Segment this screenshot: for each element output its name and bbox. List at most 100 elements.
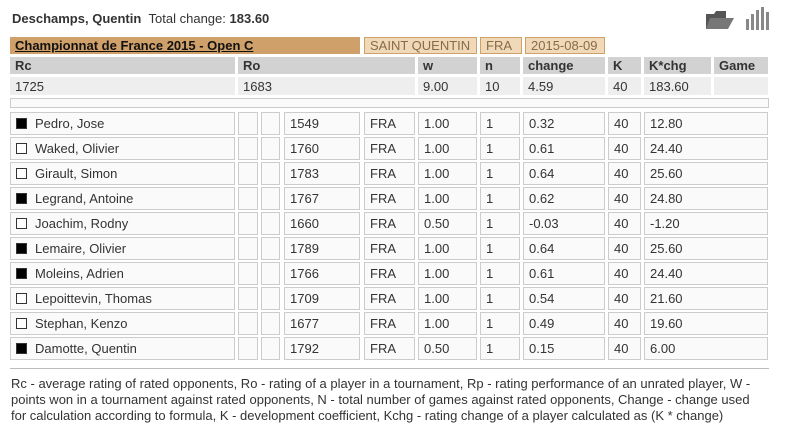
game-federation: FRA bbox=[364, 112, 415, 135]
column-header: K bbox=[608, 57, 641, 74]
folder-icon[interactable] bbox=[706, 11, 734, 29]
opponent-name[interactable]: Joachim, Rodny bbox=[35, 216, 129, 231]
game-n: 1 bbox=[480, 237, 520, 260]
game-federation: FRA bbox=[364, 262, 415, 285]
game-e2 bbox=[261, 212, 280, 235]
game-result: 1.00 bbox=[424, 141, 450, 156]
game-federation: FRA bbox=[370, 116, 396, 131]
summary-value: 1725 bbox=[10, 77, 235, 95]
game-kchg: 25.60 bbox=[644, 237, 768, 260]
game-e2 bbox=[261, 187, 280, 210]
game-change: 0.49 bbox=[529, 316, 555, 331]
game-federation: FRA bbox=[364, 187, 415, 210]
opponent-name[interactable]: Girault, Simon bbox=[35, 166, 118, 181]
game-kchg: 24.80 bbox=[650, 191, 683, 206]
summary-value: 10 bbox=[480, 77, 520, 95]
game-change: 0.61 bbox=[529, 266, 555, 281]
game-result: 1.00 bbox=[424, 166, 450, 181]
game-federation: FRA bbox=[370, 241, 396, 256]
opponent-name[interactable]: Lepoittevin, Thomas bbox=[35, 291, 152, 306]
game-result: 1.00 bbox=[418, 162, 477, 185]
column-header: Ro bbox=[238, 57, 415, 74]
opponent-name[interactable]: Stephan, Kenzo bbox=[35, 316, 128, 331]
column-header: change bbox=[523, 57, 605, 74]
opponent-cell: Joachim, Rodny bbox=[10, 212, 235, 235]
game-e1 bbox=[238, 287, 258, 310]
game-n: 1 bbox=[486, 191, 494, 206]
game-k: 40 bbox=[614, 116, 629, 131]
tournament-name[interactable]: Championnat de France 2015 - Open C bbox=[10, 37, 360, 54]
game-e2 bbox=[261, 312, 280, 335]
game-k: 40 bbox=[608, 337, 641, 360]
game-rating: 1660 bbox=[284, 212, 360, 235]
piece-color bbox=[16, 268, 27, 279]
game-result: 0.50 bbox=[424, 341, 450, 356]
game-k: 40 bbox=[608, 212, 641, 235]
opponent-name[interactable]: Moleins, Adrien bbox=[35, 266, 124, 281]
game-kchg: 24.40 bbox=[644, 137, 768, 160]
game-k: 40 bbox=[608, 262, 641, 285]
game-n: 1 bbox=[486, 241, 494, 256]
game-n: 1 bbox=[486, 166, 494, 181]
game-kchg: 21.60 bbox=[650, 291, 683, 306]
piece-color bbox=[16, 168, 27, 179]
game-n: 1 bbox=[480, 312, 520, 335]
game-result: 1.00 bbox=[424, 291, 450, 306]
chart-icon[interactable] bbox=[746, 7, 769, 30]
game-change: 0.54 bbox=[523, 287, 605, 310]
piece-color bbox=[16, 118, 27, 129]
game-federation: FRA bbox=[364, 312, 415, 335]
game-rating: 1549 bbox=[290, 116, 319, 131]
tournament-city: SAINT QUENTIN bbox=[364, 37, 477, 54]
game-federation: FRA bbox=[370, 166, 396, 181]
game-n: 1 bbox=[480, 112, 520, 135]
game-e2 bbox=[261, 337, 280, 360]
opponent-name[interactable]: Legrand, Antoine bbox=[35, 191, 134, 206]
game-n: 1 bbox=[486, 141, 494, 156]
game-result: 0.50 bbox=[418, 337, 477, 360]
opponent-name[interactable]: Waked, Olivier bbox=[35, 141, 120, 156]
summary-value: 9.00 bbox=[418, 77, 477, 95]
game-kchg: 12.80 bbox=[644, 112, 768, 135]
summary-value: 40 bbox=[608, 77, 641, 95]
game-e1 bbox=[238, 212, 258, 235]
game-kchg: 21.60 bbox=[644, 287, 768, 310]
game-k: 40 bbox=[608, 187, 641, 210]
summary-value: 183.60 bbox=[644, 77, 711, 95]
game-change: 0.61 bbox=[529, 141, 555, 156]
game-e2 bbox=[261, 237, 280, 260]
game-k: 40 bbox=[608, 112, 641, 135]
game-federation: FRA bbox=[364, 337, 415, 360]
game-kchg: 6.00 bbox=[650, 341, 676, 356]
game-e1 bbox=[238, 262, 258, 285]
column-header: Game bbox=[714, 57, 768, 74]
game-kchg: 19.60 bbox=[650, 316, 683, 331]
opponent-name[interactable]: Damotte, Quentin bbox=[35, 341, 137, 356]
game-kchg: 24.80 bbox=[644, 187, 768, 210]
game-change: -0.03 bbox=[523, 212, 605, 235]
piece-color bbox=[16, 193, 27, 204]
game-rating: 1677 bbox=[290, 316, 319, 331]
legend-text: Rc - average rating of rated opponents, … bbox=[11, 376, 751, 423]
game-n: 1 bbox=[486, 266, 494, 281]
game-rating: 1792 bbox=[290, 341, 319, 356]
game-kchg: 25.60 bbox=[650, 166, 683, 181]
game-rating: 1783 bbox=[284, 162, 360, 185]
piece-color bbox=[16, 243, 27, 254]
game-federation: FRA bbox=[370, 291, 396, 306]
game-federation: FRA bbox=[364, 237, 415, 260]
game-change: 0.64 bbox=[529, 241, 555, 256]
game-result: 1.00 bbox=[418, 287, 477, 310]
game-n: 1 bbox=[480, 262, 520, 285]
game-rating: 1766 bbox=[290, 266, 319, 281]
game-result: 1.00 bbox=[418, 237, 477, 260]
game-k: 40 bbox=[614, 191, 629, 206]
opponent-name[interactable]: Lemaire, Olivier bbox=[35, 241, 127, 256]
game-k: 40 bbox=[614, 291, 629, 306]
game-e1 bbox=[238, 237, 258, 260]
spacer-row bbox=[10, 98, 769, 108]
opponent-name[interactable]: Pedro, Jose bbox=[35, 116, 105, 131]
game-federation: FRA bbox=[364, 137, 415, 160]
game-rating: 1709 bbox=[284, 287, 360, 310]
game-rating: 1783 bbox=[290, 166, 319, 181]
